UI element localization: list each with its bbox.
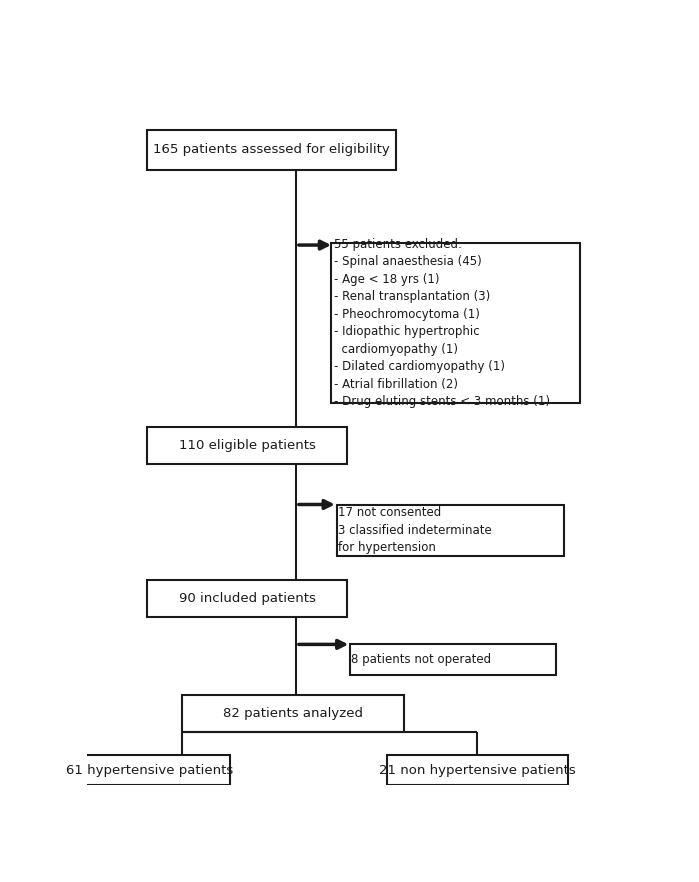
Bar xyxy=(147,427,347,464)
Text: 90 included patients: 90 included patients xyxy=(179,592,316,605)
Text: 110 eligible patients: 110 eligible patients xyxy=(179,439,316,452)
Bar xyxy=(350,644,556,675)
Bar xyxy=(331,243,580,403)
Text: 61 hypertensive patients: 61 hypertensive patients xyxy=(66,764,233,776)
Text: 8 patients not operated: 8 patients not operated xyxy=(351,653,491,666)
Text: 165 patients assessed for eligibility: 165 patients assessed for eligibility xyxy=(153,144,390,156)
Text: 82 patients analyzed: 82 patients analyzed xyxy=(223,707,363,721)
Text: 55 patients excluded:
- Spinal anaesthesia (45)
- Age < 18 yrs (1)
- Renal trans: 55 patients excluded: - Spinal anaesthes… xyxy=(334,238,550,408)
Bar xyxy=(147,579,347,617)
Bar xyxy=(147,130,396,170)
Text: 17 not consented
3 classified indeterminate
for hypertension: 17 not consented 3 classified indetermin… xyxy=(338,506,491,554)
Bar xyxy=(182,695,404,732)
Text: 21 non hypertensive patients: 21 non hypertensive patients xyxy=(379,764,576,776)
Bar xyxy=(337,505,564,556)
Bar xyxy=(70,755,229,785)
Bar xyxy=(387,755,568,785)
